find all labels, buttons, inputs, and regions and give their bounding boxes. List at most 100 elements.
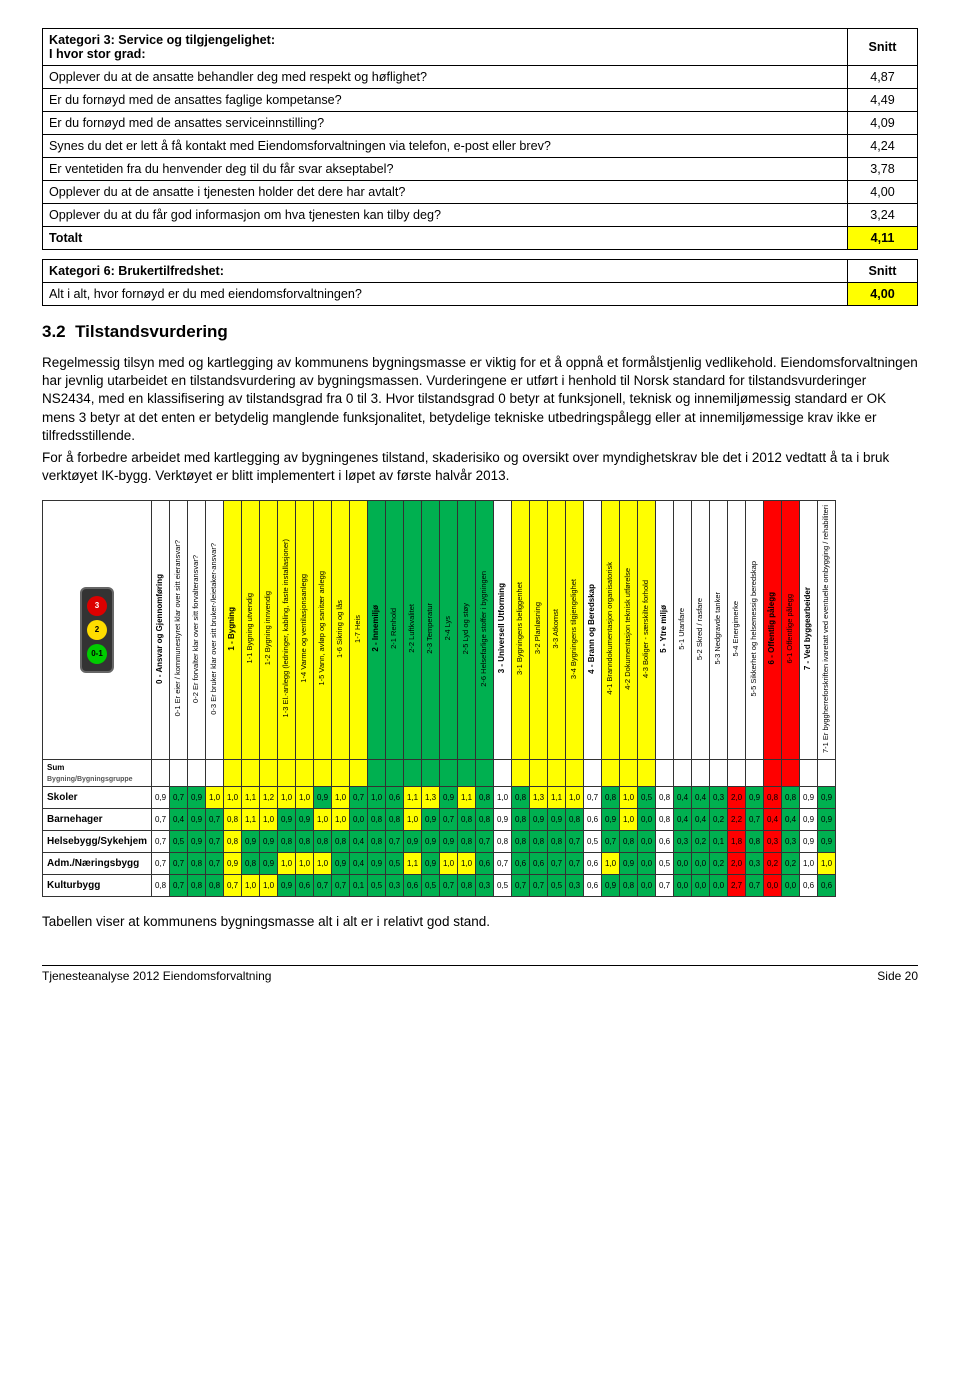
col-header: 2-5 Lyd og støy [458, 500, 476, 759]
heat-cell: 0,8 [206, 874, 224, 896]
heat-cell: 0,8 [296, 830, 314, 852]
heat-cell: 0,0 [710, 874, 728, 896]
heat-cell: 0,9 [440, 830, 458, 852]
heat-cell: 0,7 [512, 874, 530, 896]
heat-cell: 0,0 [638, 808, 656, 830]
heat-cell: 0,9 [404, 830, 422, 852]
heat-cell: 0,7 [206, 852, 224, 874]
heat-cell: 0,4 [350, 830, 368, 852]
heat-cell: 0,9 [818, 786, 836, 808]
col-header: 1 - Bygning [224, 500, 242, 759]
heat-cell: 0,7 [746, 808, 764, 830]
sum-label: SumBygning/Bygningsgruppe [43, 759, 152, 786]
heat-cell: 0,8 [782, 786, 800, 808]
heat-cell: 1,0 [260, 874, 278, 896]
col-header: 1-2 Bygning innvendig [260, 500, 278, 759]
heat-cell: 1,0 [278, 786, 296, 808]
col-header: 1-1 Bygning utvendig [242, 500, 260, 759]
question: Synes du det er lett å få kontakt med Ei… [43, 135, 848, 158]
heat-cell: 2,0 [728, 852, 746, 874]
heat-cell: 0,8 [188, 874, 206, 896]
heat-cell: 0,1 [350, 874, 368, 896]
col-header: 6-1 Offentlige pålegg [782, 500, 800, 759]
heat-cell: 0,9 [800, 808, 818, 830]
heat-cell: 0,0 [674, 874, 692, 896]
heat-cell: 0,9 [818, 808, 836, 830]
heat-cell: 0,7 [332, 874, 350, 896]
heat-cell: 0,9 [602, 874, 620, 896]
heat-cell: 0,9 [188, 830, 206, 852]
heat-cell: 0,4 [170, 808, 188, 830]
heat-cell: 0,2 [764, 852, 782, 874]
heat-cell: 1,1 [242, 786, 260, 808]
heat-cell: 0,8 [332, 830, 350, 852]
cat3-total-label: Totalt [43, 227, 848, 250]
section-heading: 3.2 Tilstandsvurdering [42, 322, 918, 342]
heat-cell: 0,9 [152, 786, 170, 808]
heat-cell: 0,8 [476, 786, 494, 808]
heat-cell: 0,9 [278, 874, 296, 896]
heat-cell: 0,8 [746, 830, 764, 852]
heat-cell: 0,8 [224, 830, 242, 852]
col-header: 4-2 Dokumentasjon teknisk utførelse [620, 500, 638, 759]
heat-cell: 2,7 [728, 874, 746, 896]
question: Er ventetiden fra du henvender deg til d… [43, 158, 848, 181]
heat-cell: 0,3 [386, 874, 404, 896]
col-header: 3 - Universell Utforming [494, 500, 512, 759]
heat-cell: 0,9 [602, 808, 620, 830]
cat6-header-right: Snitt [848, 260, 918, 283]
heat-cell: 0,7 [476, 830, 494, 852]
heat-cell: 0,7 [224, 874, 242, 896]
col-header: 5 - Ytre miljø [656, 500, 674, 759]
heat-cell: 0,0 [638, 852, 656, 874]
heat-cell: 0,4 [692, 786, 710, 808]
heat-cell: 0,5 [548, 874, 566, 896]
heat-cell: 1,0 [296, 786, 314, 808]
heat-cell: 1,0 [404, 808, 422, 830]
col-header: 2 - Innemiljø [368, 500, 386, 759]
heat-cell: 0,6 [656, 830, 674, 852]
question: Opplever du at de ansatte i tjenesten ho… [43, 181, 848, 204]
heat-cell: 0,0 [674, 852, 692, 874]
heat-cell: 0,9 [422, 808, 440, 830]
heat-cell: 0,6 [530, 852, 548, 874]
cat3-header-right: Snitt [848, 29, 918, 66]
heat-cell: 1,0 [224, 786, 242, 808]
heat-cell: 1,0 [296, 852, 314, 874]
heat-cell: 0,9 [620, 852, 638, 874]
heat-cell: 1,0 [602, 852, 620, 874]
col-header: 0 - Ansvar og Gjennomføring [152, 500, 170, 759]
heat-cell: 0,0 [692, 874, 710, 896]
cat3-total-value: 4,11 [848, 227, 918, 250]
heat-cell: 0,7 [602, 830, 620, 852]
traffic-light-icon: 320-1 [43, 500, 152, 759]
heat-cell: 1,0 [566, 786, 584, 808]
heat-cell: 1,0 [818, 852, 836, 874]
heat-cell: 0,9 [332, 852, 350, 874]
heat-cell: 0,8 [242, 852, 260, 874]
col-header: 2-1 Renhold [386, 500, 404, 759]
col-header: 2-2 Luftkvalitet [404, 500, 422, 759]
heat-cell: 1,1 [404, 852, 422, 874]
heat-cell: 0,7 [584, 786, 602, 808]
heat-cell: 0,9 [368, 852, 386, 874]
heat-cell: 1,0 [440, 852, 458, 874]
heat-cell: 0,4 [692, 808, 710, 830]
heat-cell: 0,8 [764, 786, 782, 808]
heat-cell: 0,9 [224, 852, 242, 874]
heat-cell: 0,6 [800, 874, 818, 896]
row-label: Helsebygg/Sykehjem [43, 830, 152, 852]
heat-cell: 0,7 [350, 786, 368, 808]
heat-cell: 0,9 [800, 786, 818, 808]
heat-cell: 0,6 [584, 808, 602, 830]
heat-cell: 2,0 [728, 786, 746, 808]
heat-cell: 1,0 [458, 852, 476, 874]
heat-cell: 0,0 [638, 874, 656, 896]
col-header: 5-5 Sikkerhet og helsemessig beredskap [746, 500, 764, 759]
col-header: 4-1 Branndokumentasjon organisatorisk [602, 500, 620, 759]
col-header: 1-3 El.-anlegg (ledninger, kabling, fast… [278, 500, 296, 759]
col-header: 1-5 Vann, avløp og sanitær anlegg [314, 500, 332, 759]
heat-cell: 0,9 [278, 808, 296, 830]
heat-cell: 0,5 [368, 874, 386, 896]
heat-cell: 1,0 [278, 852, 296, 874]
